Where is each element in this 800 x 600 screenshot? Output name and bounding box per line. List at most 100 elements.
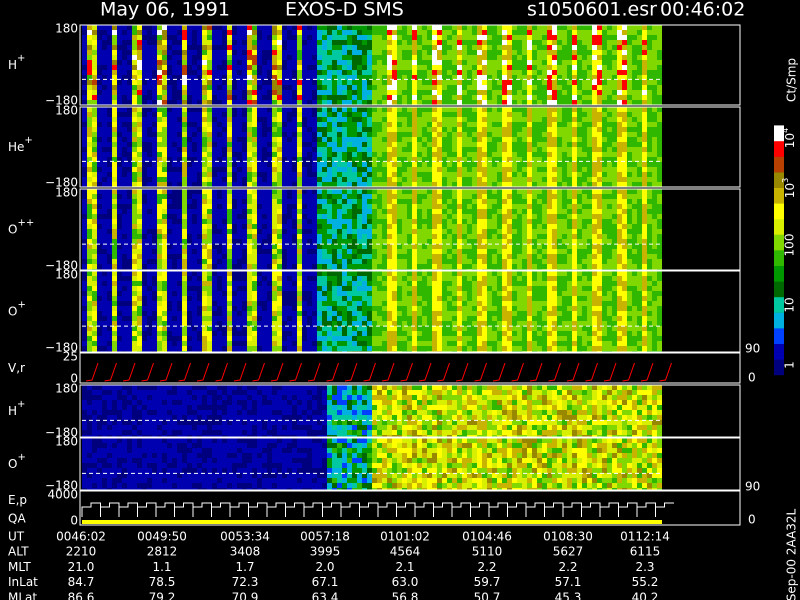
spectrogram-cell [582, 45, 587, 50]
spectrogram-cell [242, 147, 247, 152]
spectrogram-cell [337, 30, 342, 35]
spectrogram-cell [407, 234, 412, 239]
spectrogram-cell [182, 112, 187, 117]
spectrogram-cell [347, 194, 352, 199]
spectrogram-cell [507, 122, 512, 127]
spectrogram-cell [287, 65, 292, 70]
spectrogram-cell [157, 137, 162, 142]
spectrogram-cell [297, 45, 302, 50]
spectrogram-cell [182, 224, 187, 229]
spectrogram-cell [107, 204, 112, 209]
spectrogram-cell [327, 117, 332, 122]
spectrogram-cell [297, 70, 302, 75]
spectrogram-cell [437, 25, 442, 30]
spectrogram-cell [532, 100, 537, 105]
spectrogram-cell [482, 80, 487, 85]
spectrogram-cell [477, 157, 482, 162]
spectrogram-cell [622, 162, 627, 167]
spectrogram-cell [227, 254, 232, 259]
spectrogram-cell [397, 132, 402, 137]
spectrogram-cell [322, 25, 327, 30]
spectrogram-cell [182, 142, 187, 147]
spectrogram-cell [387, 152, 392, 157]
spectrogram-cell [427, 199, 432, 204]
spectrogram-cell [337, 199, 342, 204]
spectrogram-cell [362, 40, 367, 45]
spectrogram-cell [442, 90, 447, 95]
spectrogram-cell [372, 152, 377, 157]
spectrogram-cell [382, 70, 387, 75]
spectrogram-cell [537, 75, 542, 80]
spectrogram-cell [417, 172, 422, 177]
spectrogram-cell [442, 132, 447, 137]
spectrogram-cell [272, 194, 277, 199]
spectrogram-cell [372, 214, 377, 219]
spectrogram-cell [592, 50, 597, 55]
spectrogram-cell [127, 259, 132, 264]
spectrogram-cell [177, 152, 182, 157]
spectrogram-cell [267, 219, 272, 224]
spectrogram-cell [132, 65, 137, 70]
spectrogram-cell [107, 264, 112, 269]
spectrogram-cell [102, 189, 107, 194]
spectrogram-cell [242, 152, 247, 157]
spectrogram-cell [422, 244, 427, 249]
spectrogram-cell [612, 107, 617, 112]
spectrogram-cell [417, 45, 422, 50]
spectrogram-cell [637, 80, 642, 85]
spectrogram-cell [277, 117, 282, 122]
spectrogram-cell [612, 167, 617, 172]
spectrogram-cell [437, 132, 442, 137]
spectrogram-cell [367, 194, 372, 199]
spectrogram-cell [327, 194, 332, 199]
spectrogram-cell [277, 65, 282, 70]
spectrogram-cell [242, 172, 247, 177]
spectrogram-cell [117, 189, 122, 194]
spectrogram-cell [357, 117, 362, 122]
spectrogram-cell [247, 70, 252, 75]
spectrogram-cell [97, 199, 102, 204]
spectrogram-cell [152, 214, 157, 219]
spectrogram-cell [472, 65, 477, 70]
spectrogram-cell [282, 132, 287, 137]
spectrogram-cell [397, 204, 402, 209]
spectrogram-cell [647, 45, 652, 50]
spectrogram-cell [162, 229, 167, 234]
spectrogram-cell [592, 90, 597, 95]
spectrogram-cell [552, 55, 557, 60]
spectrogram-cell [322, 50, 327, 55]
spectrogram-cell [567, 162, 572, 167]
spectrogram-cell [342, 244, 347, 249]
spectrogram-cell [517, 45, 522, 50]
spectrogram-cell [357, 35, 362, 40]
spectrogram-cell [612, 127, 617, 132]
spectrogram-cell [227, 75, 232, 80]
spectrogram-cell [232, 100, 237, 105]
spectrogram-cell [457, 65, 462, 70]
spectrogram-cell [452, 249, 457, 254]
spectrogram-cell [452, 157, 457, 162]
spectrogram-cell [512, 147, 517, 152]
spectrogram-cell [157, 65, 162, 70]
spectrogram-cell [117, 142, 122, 147]
spectrogram-cell [402, 199, 407, 204]
spectrogram-cell [237, 199, 242, 204]
spectrogram-cell [587, 75, 592, 80]
spectrogram-cell [472, 147, 477, 152]
spectrogram-cell [282, 249, 287, 254]
spectrogram-cell [592, 45, 597, 50]
spectrogram-cell [492, 55, 497, 60]
spectrogram-cell [357, 172, 362, 177]
spectrogram-cell [597, 50, 602, 55]
spectrogram-cell [407, 254, 412, 259]
spectrogram-cell [302, 249, 307, 254]
spectrogram-cell [262, 137, 267, 142]
spectrogram-cell [527, 45, 532, 50]
spectrogram-cell [277, 214, 282, 219]
spectrogram-cell [212, 214, 217, 219]
spectrogram-cell [122, 90, 127, 95]
spectrogram-cell [137, 30, 142, 35]
spectrogram-cell [182, 107, 187, 112]
spectrogram-cell [417, 80, 422, 85]
spectrogram-cell [362, 142, 367, 147]
